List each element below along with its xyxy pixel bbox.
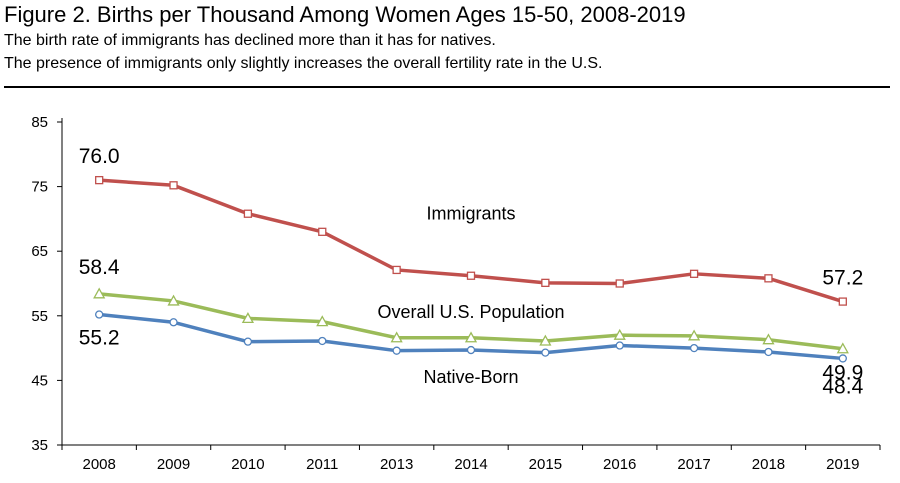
start-value-label: 55.2: [79, 327, 120, 350]
series-label: Immigrants: [426, 204, 515, 224]
y-tick-label: 65: [31, 243, 48, 260]
x-tick-label: 2008: [82, 456, 115, 473]
data-point-overall-u-s-population: [613, 328, 626, 340]
end-value-label: 48.4: [822, 375, 863, 398]
data-point-immigrants: [466, 271, 476, 280]
start-value-label: 76.0: [79, 145, 120, 168]
chart-title: Figure 2. Births per Thousand Among Wome…: [4, 2, 686, 27]
series-line-immigrants: [99, 178, 844, 304]
data-point-native-born: [243, 337, 253, 346]
data-point-native-born: [689, 343, 699, 353]
x-tick-label: 2009: [157, 456, 190, 473]
data-point-native-born: [95, 310, 104, 319]
data-point-immigrants: [392, 265, 401, 275]
data-point-native-born: [392, 346, 401, 355]
series-label: Overall U.S. Population: [377, 302, 564, 322]
series-label: Native-Born: [423, 367, 518, 387]
data-point-immigrants: [838, 297, 847, 306]
data-point-native-born: [318, 336, 327, 346]
y-tick-label: 75: [31, 179, 48, 196]
y-tick-label: 85: [31, 114, 48, 131]
data-point-immigrants: [95, 175, 104, 185]
data-point-native-born: [169, 318, 178, 327]
y-tick-label: 55: [31, 308, 48, 325]
chart-subtitle-1: The birth rate of immigrants has decline…: [4, 32, 496, 49]
data-point-native-born: [838, 354, 847, 363]
end-value-label: 57.2: [822, 267, 863, 290]
data-point-overall-u-s-population: [241, 312, 255, 324]
x-tick-label: 2016: [603, 456, 636, 473]
x-tick-label: 2017: [677, 456, 710, 473]
data-point-overall-u-s-population: [762, 333, 775, 345]
title-divider: [4, 86, 890, 88]
data-point-overall-u-s-population: [390, 331, 403, 343]
x-tick-label: 2014: [454, 456, 487, 473]
chart-subtitle-2: The presence of immigrants only slightly…: [4, 55, 603, 72]
data-point-overall-u-s-population: [167, 294, 180, 306]
x-tick-label: 2013: [380, 456, 413, 473]
data-point-immigrants: [169, 181, 178, 190]
data-point-overall-u-s-population: [93, 287, 106, 299]
y-tick-label: 35: [31, 437, 48, 454]
data-point-native-born: [764, 347, 773, 357]
data-point-overall-u-s-population: [464, 331, 478, 343]
data-point-immigrants: [689, 269, 699, 278]
data-point-immigrants: [318, 227, 327, 236]
data-point-overall-u-s-population: [539, 334, 552, 346]
x-tick-label: 2015: [529, 456, 562, 473]
data-point-native-born: [541, 348, 550, 357]
x-tick-label: 2011: [306, 456, 338, 473]
y-tick-label: 45: [31, 372, 48, 389]
data-point-overall-u-s-population: [687, 329, 701, 341]
data-point-immigrants: [764, 274, 773, 283]
x-tick-label: 2018: [752, 456, 785, 473]
x-tick-label: 2019: [826, 456, 859, 473]
x-tick-label: 2010: [231, 456, 264, 473]
data-point-immigrants: [615, 279, 624, 288]
data-point-immigrants: [541, 278, 550, 288]
data-point-immigrants: [243, 209, 253, 218]
data-point-native-born: [466, 345, 476, 355]
start-value-label: 58.4: [79, 256, 120, 279]
data-point-overall-u-s-population: [836, 342, 849, 354]
end-value-label: 49.9: [822, 362, 863, 385]
data-point-overall-u-s-population: [316, 315, 329, 327]
data-point-native-born: [615, 341, 624, 350]
